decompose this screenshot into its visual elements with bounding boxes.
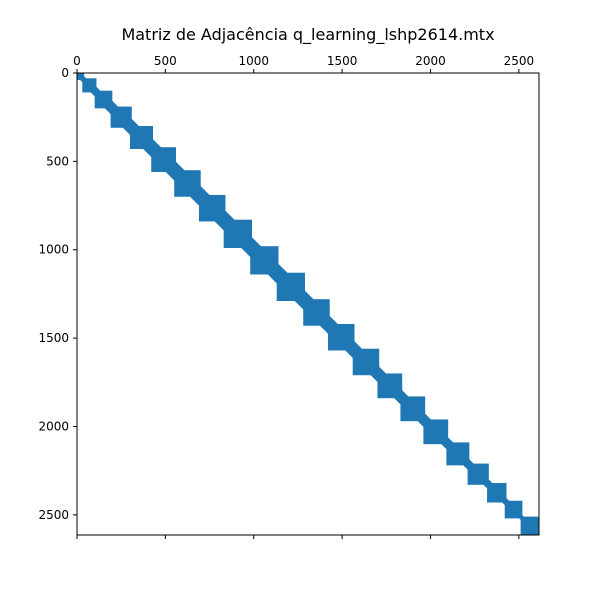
x-tick-label: 0 (73, 54, 81, 68)
y-tick-label: 2500 (38, 508, 69, 522)
y-tick-label: 500 (46, 154, 69, 168)
band-spread-21 (518, 514, 539, 535)
x-tick-label: 1500 (327, 54, 358, 68)
chart-title: Matriz de Adjacência q_learning_lshp2614… (121, 25, 494, 45)
plot-frame (76, 72, 540, 536)
x-axis-top: 0 500 1000 1500 2000 2500 (73, 54, 534, 73)
y-tick-label: 1000 (38, 243, 69, 257)
x-axis-bottom (76, 535, 520, 539)
y-tick-label: 1500 (38, 331, 69, 345)
x-tick-label: 2000 (415, 54, 446, 68)
x-tick-label: 2500 (504, 54, 535, 68)
y-tick-label: 2000 (38, 419, 69, 433)
adjacency-band (77, 73, 539, 535)
y-tick-label: 0 (61, 66, 69, 80)
x-tick-label: 1000 (238, 54, 269, 68)
y-axis: 0 500 1000 1500 2000 2500 (38, 66, 77, 522)
x-tick-label: 500 (154, 54, 177, 68)
